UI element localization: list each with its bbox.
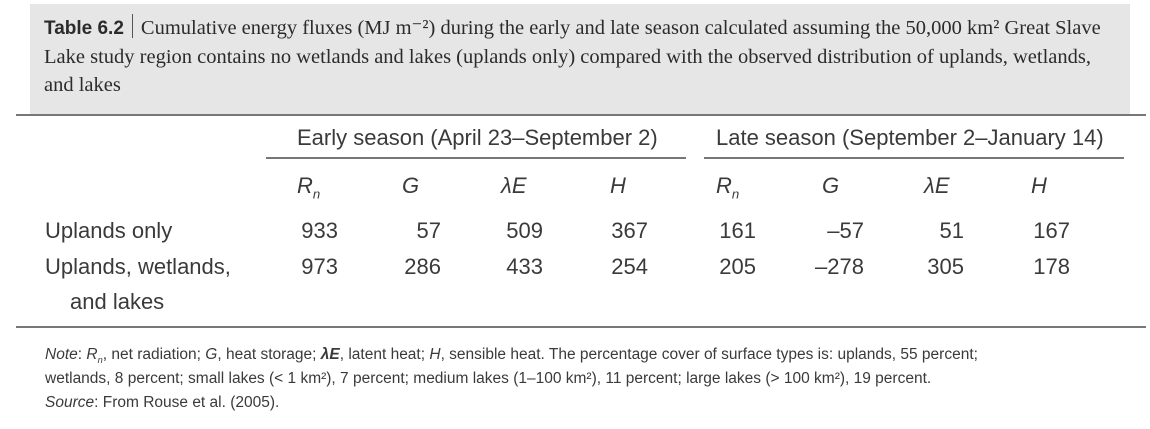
- table-cell: 178: [1033, 254, 1070, 279]
- table-cell: 167: [1033, 218, 1070, 243]
- table-notes: Note: Rn, net radiation; G, heat storage…: [45, 343, 1145, 415]
- column-header-2: G: [402, 173, 420, 198]
- table-cell: 973: [301, 254, 338, 279]
- table-cell: –278: [815, 254, 864, 279]
- top-rule: [16, 114, 1146, 116]
- column-header-4: H: [610, 173, 626, 198]
- table-cell: 433: [506, 254, 543, 279]
- column-header-7: λE: [924, 173, 950, 198]
- row-label-2: Uplands, wetlands,: [45, 254, 231, 279]
- group-header-late: Late season (September 2–January 14): [716, 125, 1104, 150]
- notes-line-3: Source: From Rouse et al. (2005).: [45, 394, 280, 411]
- row-label-2-cont: and lakes: [70, 289, 165, 314]
- table-cell: 286: [404, 254, 441, 279]
- table-cell: –57: [827, 218, 864, 243]
- column-header-8: H: [1031, 173, 1047, 198]
- table-caption: Table 6.2 Cumulative energy fluxes (MJ m⁻…: [30, 4, 1130, 114]
- bottom-rule: [16, 326, 1146, 328]
- table-cell: 367: [611, 218, 648, 243]
- column-header-1: Rn: [297, 173, 321, 202]
- column-header-3: λE: [501, 173, 527, 198]
- table-cell: 509: [506, 218, 543, 243]
- table-cell: 51: [939, 218, 964, 243]
- group-header-early: Early season (April 23–September 2): [297, 125, 658, 150]
- table-cell: 57: [416, 218, 441, 243]
- column-header-6: G: [822, 173, 840, 198]
- column-header-5: Rn: [716, 173, 740, 202]
- notes-line-2: wetlands, 8 percent; small lakes (< 1 km…: [45, 370, 932, 387]
- table-cell: 305: [927, 254, 964, 279]
- table-cell: 205: [719, 254, 756, 279]
- caption-divider: [131, 14, 133, 38]
- table-cell: 254: [611, 254, 648, 279]
- notes-line-1: Note: Rn, net radiation; G, heat storage…: [45, 346, 978, 366]
- group-rule-early: [266, 157, 686, 159]
- group-rule-late: [704, 157, 1124, 159]
- caption-text: Cumulative energy fluxes (MJ m⁻²) during…: [44, 17, 1101, 96]
- table-cell: 933: [301, 218, 338, 243]
- table-label: Table 6.2: [44, 18, 124, 39]
- table-cell: 161: [719, 218, 756, 243]
- row-label-1: Uplands only: [45, 218, 173, 243]
